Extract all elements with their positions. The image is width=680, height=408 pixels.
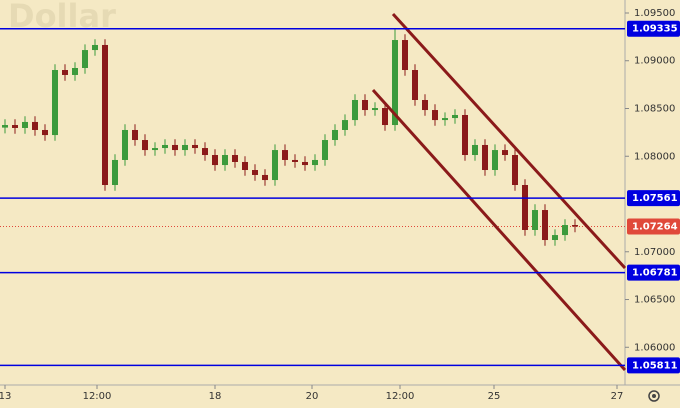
y-tick-label: 1.09500 [634,8,675,19]
candle-body [112,159,118,186]
y-tick-label: 1.09000 [634,56,675,67]
candle-body [552,235,558,241]
y-tick-label: 1.06500 [634,295,675,306]
candle-body [332,129,338,141]
candle-body [412,70,418,100]
candle-body [102,44,108,186]
candle-body [132,129,138,141]
level-label: 1.06781 [632,268,678,279]
candle-body [192,144,198,149]
x-tick-label: 20 [306,391,319,402]
level-label-box [627,20,680,37]
candle-body [362,99,368,111]
x-tick-label: 13 [0,391,11,402]
candle-body [82,50,88,69]
candle-body [252,170,258,175]
trend-line [371,88,627,372]
candle-body [452,114,458,119]
x-tick-label: 27 [611,391,624,402]
candle-body [502,150,508,156]
candle-body [162,144,168,149]
x-tick-label: 18 [209,391,222,402]
settings-icon[interactable] [648,390,660,402]
candle-body [572,225,578,227]
candle-body [292,159,298,162]
candle-body [402,40,408,71]
candle-body [462,114,468,156]
candle-body [522,185,528,230]
candle-body [12,125,18,128]
candle-body [322,140,328,160]
level-label: 1.09335 [632,24,678,35]
candle-body [342,120,348,130]
x-tick-label: 25 [488,391,501,402]
candle-body [152,148,158,151]
candle-body [72,68,78,75]
last-price-box [627,218,680,235]
candle-body [202,148,208,156]
candle-body [542,210,548,241]
y-tick-label: 1.07000 [634,247,675,258]
candle-body [212,155,218,166]
candle-body [512,155,518,186]
candle-body [172,144,178,151]
level-label-box [627,264,680,281]
last-price-label: 1.07264 [632,222,678,233]
x-tick-label: 12:00 [386,391,415,402]
candle-body [222,155,228,166]
trend-line [391,13,627,270]
candle-body [442,118,448,121]
candle-body [122,129,128,160]
x-tick-label: 12:00 [83,391,112,402]
candle-body [432,110,438,121]
candle-body [422,99,428,111]
level-label: 1.05811 [632,360,678,371]
candle-body [182,144,188,151]
candle-body [272,150,278,181]
y-tick-label: 1.06000 [634,342,675,353]
candle-body [232,155,238,162]
candle-body [32,121,38,130]
candle-body [92,44,98,51]
candle-body [242,161,248,171]
candle-body [392,40,398,126]
candle-body [492,150,498,171]
candle-body [62,70,68,75]
watermark-title: Dollar [8,0,116,35]
candle-body [382,108,388,126]
candle-body [22,121,28,128]
candle-body [42,129,48,136]
candle-body [142,140,148,151]
candle-body [262,174,268,181]
candle-body [312,159,318,166]
level-label-box [627,357,680,374]
candle-body [472,144,478,156]
level-label-box [627,190,680,207]
candle-body [352,99,358,121]
candle-body [562,225,568,236]
candle-body [372,108,378,111]
level-label: 1.07561 [632,193,678,204]
candle-body [52,70,58,136]
candle-body [302,161,308,166]
candle-body [482,144,488,171]
candle-body [282,150,288,160]
candle-body [2,125,8,128]
y-tick-label: 1.08000 [634,151,675,162]
candle-body [532,210,538,230]
y-tick-label: 1.08500 [634,103,675,114]
